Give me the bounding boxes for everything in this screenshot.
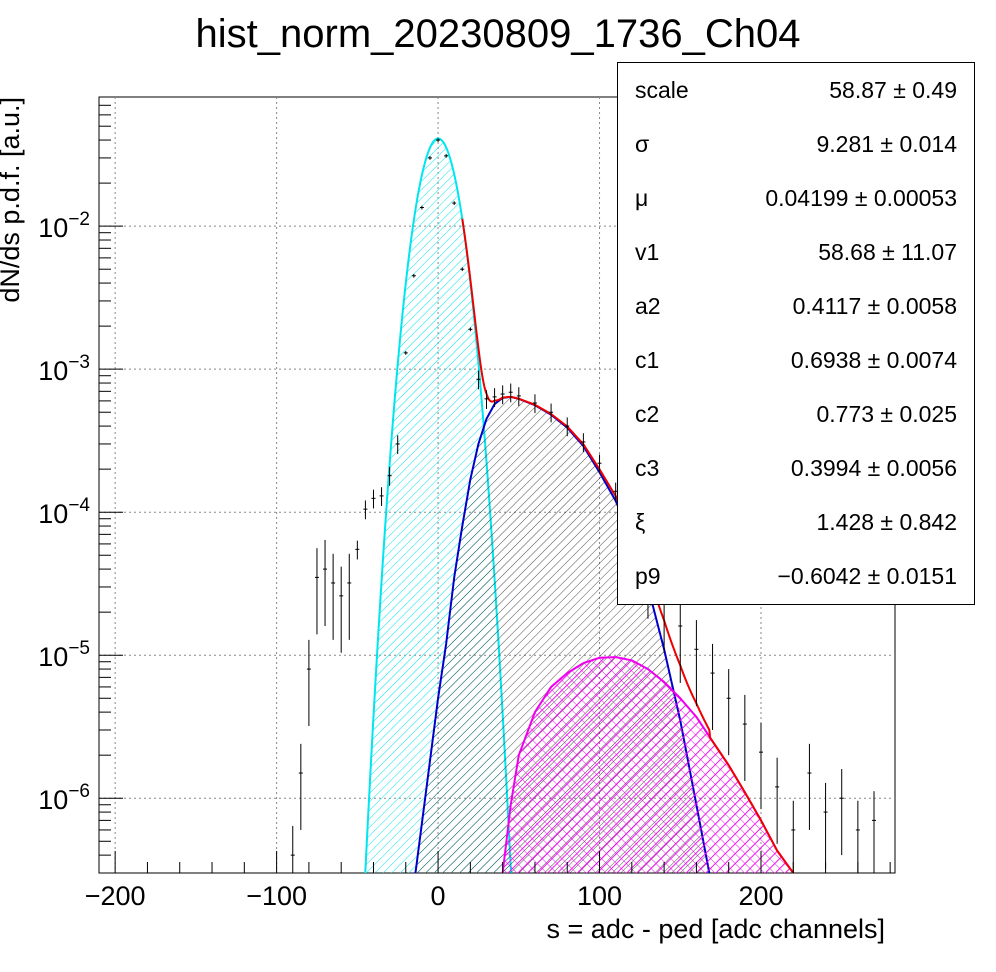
data-point	[872, 791, 877, 873]
stats-row: a2 0.4117 ± 0.0058	[618, 279, 974, 333]
data-point	[775, 757, 780, 844]
stats-param-name: v1	[635, 239, 660, 265]
stats-param-name: ξ	[635, 509, 646, 535]
data-point	[839, 769, 844, 856]
stats-row: σ 9.281 ± 0.014	[618, 117, 974, 171]
chart-title: hist_norm_20230809_1736_Ch04	[196, 12, 801, 56]
y-tick-label: 10−3	[38, 352, 90, 386]
data-point	[791, 800, 796, 873]
stats-param-value: 58.87 ± 0.49	[829, 77, 957, 103]
y-axis-label: dN/ds p.d.f. [a.u.]	[0, 97, 25, 303]
data-point	[726, 669, 731, 756]
data-point	[331, 553, 336, 640]
stats-row: c2 0.773 ± 0.025	[618, 387, 974, 441]
data-point	[468, 327, 473, 332]
x-tick-label: 100	[577, 881, 622, 911]
data-point	[597, 454, 602, 474]
data-point	[678, 596, 683, 683]
y-tick-label: 10−4	[38, 495, 90, 529]
stats-row: c3 0.3994 ± 0.0056	[618, 441, 974, 495]
stats-param-name: c2	[635, 401, 660, 427]
stats-param-value: 0.04199 ± 0.00053	[765, 185, 957, 211]
data-point	[323, 539, 328, 627]
data-point	[403, 351, 408, 355]
data-point	[855, 800, 860, 873]
data-point	[379, 487, 384, 506]
y-tick-label: 10−2	[38, 209, 90, 243]
data-point	[710, 643, 715, 730]
data-point	[492, 388, 497, 407]
data-point	[807, 743, 812, 830]
stats-param-value: 0.6938 ± 0.0074	[790, 347, 957, 373]
data-point	[694, 620, 699, 707]
stats-param-name: scale	[635, 77, 689, 103]
data-point	[508, 383, 513, 403]
stats-param-value: 9.281 ± 0.014	[816, 131, 957, 157]
data-point	[427, 156, 432, 160]
data-point	[314, 548, 319, 635]
x-tick-label: 0	[431, 881, 446, 911]
stats-param-name: a2	[635, 293, 661, 319]
stats-param-name: μ	[635, 185, 649, 211]
y-tick-label: 10−5	[38, 638, 90, 672]
data-point	[355, 540, 360, 560]
data-point	[444, 154, 449, 158]
stats-row: μ 0.04199 ± 0.00053	[618, 171, 974, 225]
data-point	[758, 722, 763, 810]
stats-param-value: 0.773 ± 0.025	[816, 401, 957, 427]
data-point	[742, 694, 747, 781]
y-tick-label: 10−6	[38, 781, 90, 815]
data-point	[460, 267, 465, 272]
data-point	[500, 385, 505, 405]
stats-row: v1 58.68 ± 11.07	[618, 225, 974, 279]
data-point	[532, 394, 537, 414]
data-point	[484, 390, 489, 409]
data-point	[371, 489, 376, 509]
two-photon-curve-fill	[502, 657, 794, 873]
data-point	[411, 273, 416, 278]
stats-row: ξ 1.428 ± 0.842	[618, 495, 974, 549]
stats-row: c1 0.6938 ± 0.0074	[618, 333, 974, 387]
data-point	[387, 466, 392, 486]
stats-param-value: 0.4117 ± 0.0058	[792, 293, 957, 319]
data-point	[436, 138, 441, 142]
data-point	[565, 417, 570, 437]
stats-param-value: 1.428 ± 0.842	[816, 509, 957, 535]
data-point	[395, 435, 400, 455]
data-point	[516, 387, 521, 407]
x-tick-label: −100	[246, 881, 307, 911]
data-point	[298, 743, 303, 830]
fit-curves	[364, 137, 795, 873]
data-point	[419, 205, 424, 210]
data-point	[581, 433, 586, 453]
stats-row: p9 −0.6042 ± 0.0151	[618, 549, 974, 603]
stats-param-value: −0.6042 ± 0.0151	[777, 563, 957, 589]
stats-param-value: 0.3994 ± 0.0056	[790, 455, 957, 481]
x-tick-label: −200	[85, 881, 146, 911]
data-point	[306, 639, 311, 726]
data-point	[347, 553, 352, 640]
stats-param-name: c1	[635, 347, 660, 373]
data-point	[476, 370, 481, 390]
stats-param-value: 58.68 ± 11.07	[818, 239, 957, 265]
data-point	[339, 566, 344, 653]
x-axis-label: s = adc - ped [adc channels]	[547, 914, 885, 944]
stats-param-name: p9	[635, 563, 661, 589]
data-point	[290, 825, 295, 873]
data-point	[363, 500, 368, 520]
fit-parameters-box: scale 58.87 ± 0.49 σ 9.281 ± 0.014 μ 0.04199 …	[617, 62, 975, 605]
data-point	[452, 201, 457, 205]
stats-param-name: c3	[635, 455, 660, 481]
data-point	[823, 782, 828, 869]
x-tick-label: 200	[738, 881, 783, 911]
stats-row: scale 58.87 ± 0.49	[618, 63, 974, 117]
data-point	[549, 403, 554, 423]
stats-param-name: σ	[635, 131, 650, 157]
